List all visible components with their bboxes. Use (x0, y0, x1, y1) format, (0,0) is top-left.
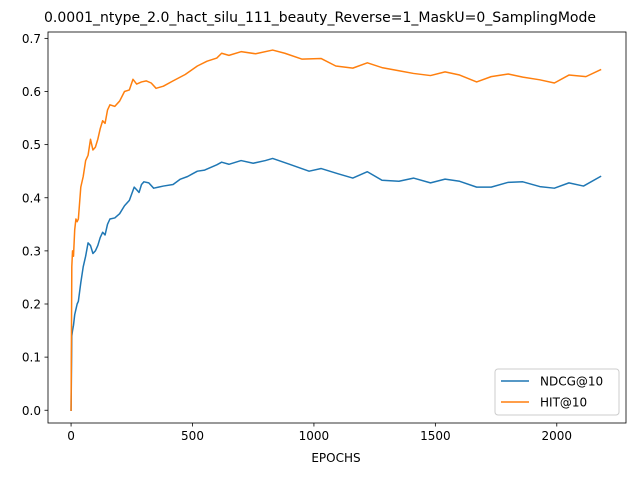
plot-frame (47, 31, 627, 424)
x-tick-label: 1500 (420, 429, 451, 443)
legend-label: HIT@10 (540, 396, 587, 410)
x-tick-label: 0 (67, 429, 75, 443)
y-tick-label: 0.7 (22, 32, 41, 46)
series-line-ndcg-10 (70, 157, 602, 412)
y-tick-label: 0.4 (22, 191, 41, 205)
x-tick-label: 2000 (542, 429, 573, 443)
chart-title: 0.0001_ntype_2.0_hact_silu_111_beauty_Re… (44, 10, 596, 26)
legend: NDCG@10 HIT@10 (494, 368, 620, 416)
y-tick-label: 0.5 (22, 138, 41, 152)
x-axis-label: EPOCHS (311, 451, 360, 465)
legend-label: NDCG@10 (540, 375, 603, 389)
series-line-hit-10 (70, 49, 602, 412)
y-tick-label: 0.6 (22, 85, 41, 99)
y-tick-label: 0.2 (22, 298, 41, 312)
x-axis: 0 500 1000 1500 2000 (67, 423, 572, 443)
y-tick-label: 0.1 (22, 351, 41, 365)
y-tick-label: 0.3 (22, 244, 41, 258)
x-tick-label: 1000 (299, 429, 330, 443)
plot-area (47, 31, 627, 424)
x-tick-label: 500 (181, 429, 204, 443)
y-axis: 0.0 0.1 0.2 0.3 0.4 0.5 0.6 0.7 (22, 32, 48, 418)
y-tick-label: 0.0 (22, 404, 41, 418)
